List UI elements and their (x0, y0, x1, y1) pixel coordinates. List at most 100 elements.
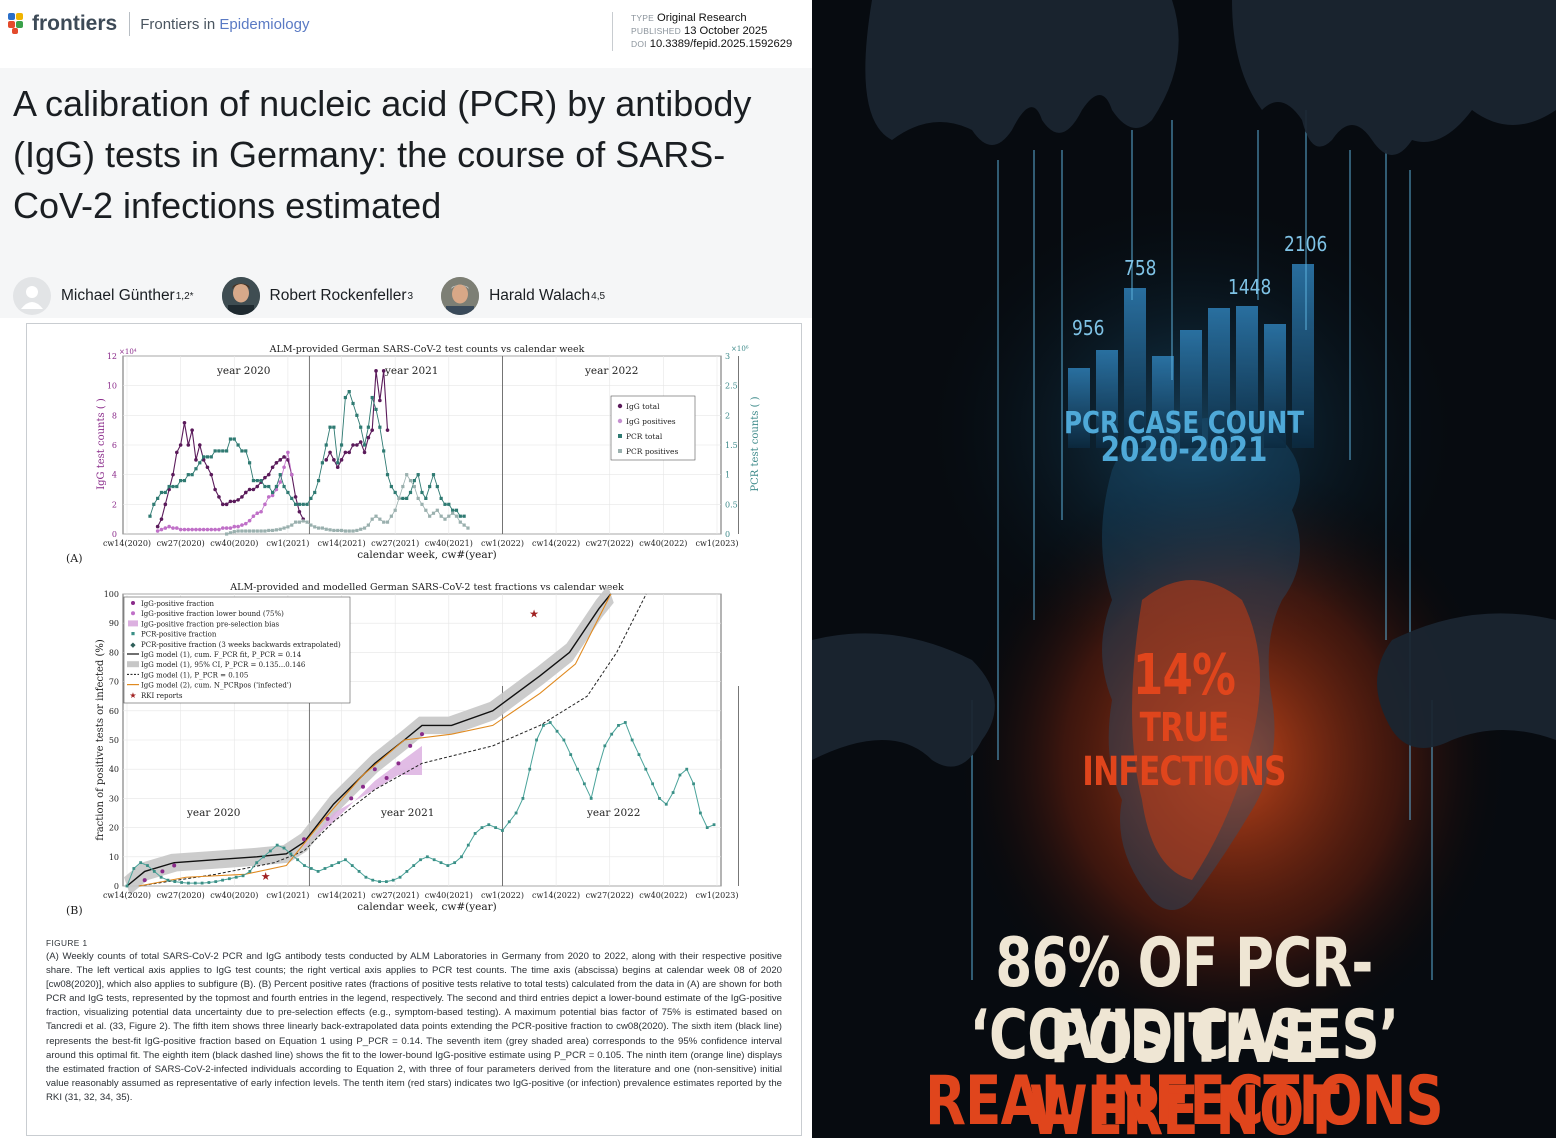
y-tick-label: 10 (107, 382, 117, 391)
panel-b-ylabel: fraction of positive tests or infected (… (95, 639, 106, 841)
article-page: frontiers Frontiers in Epidemiology TYPE… (8, 12, 813, 1136)
frontiers-logo-icon (8, 13, 28, 35)
panel-a-legend: IgG total IgG positives PCR total PCR po… (610, 395, 696, 461)
x-tick-label: cw40(2022) (639, 891, 687, 900)
x-tick-label: cw1(2022) (481, 539, 524, 548)
panel-a-series (148, 369, 470, 536)
panel-a-year-2021: year 2021 (384, 365, 438, 377)
svg-text:◆: ◆ (130, 641, 136, 649)
title-line-1: A calibration of nucleic acid (PCR) by a… (13, 83, 752, 124)
legend-b-item: IgG model (2), cum. N_PCRpos ('infected'… (141, 682, 292, 690)
x-tick-label: cw14(2020) (103, 539, 151, 548)
legend-b-item: IgG model (1), cum. F_PCR fit, P_PCR = 0… (141, 651, 302, 659)
bar-label-956: 956 (1072, 316, 1105, 340)
pcr-case-count-line2: 2020-2021 (1100, 430, 1268, 470)
article-title: A calibration of nucleic acid (PCR) by a… (13, 78, 813, 231)
caption-label: FIGURE 1 (46, 938, 88, 948)
panel-a-ylabel-left: IgG test counts ( ) (96, 398, 107, 490)
panel-b-year-2022: year 2022 (586, 807, 640, 819)
svg-text:★: ★ (261, 870, 271, 883)
legend-b-item: IgG model (1), 95% CI, P_PCR = 0.135...0… (141, 661, 306, 669)
journal-name[interactable]: Frontiers in Epidemiology (140, 16, 309, 33)
panel-a-right-ticks: 0 0.5 1 1.5 2 2.5 3 (725, 352, 738, 539)
panel-a-grid (123, 355, 739, 535)
panel-a-xlabel: calendar week, cw#(year) (357, 549, 497, 561)
headline-covid-cases: ‘COVID CASES’ (969, 996, 1399, 1075)
legend-b-item: PCR-positive fraction (141, 631, 217, 639)
author-list: Michael Günther 1,2* Robert Rockenfeller 3… (13, 277, 633, 315)
y-tick-label: 30 (109, 794, 119, 803)
author-3[interactable]: Harald Walach 4,5 (441, 277, 605, 315)
x-tick-label: cw1(2023) (695, 891, 738, 900)
author-3-aff: 4,5 (591, 290, 606, 302)
panel-a-ylabel-right: PCR test counts ( ) (750, 396, 761, 491)
frontiers-logo[interactable]: frontiers Frontiers in Epidemiology (8, 12, 309, 36)
author-2-name: Robert Rockenfeller (269, 287, 407, 304)
y-tick-label: 3 (725, 352, 730, 361)
figure-caption: FIGURE 1 (A) Weekly counts of total SARS… (46, 936, 782, 1105)
journal-prefix: Frontiers in (140, 15, 220, 33)
poster-panel: 956 758 1448 2106 PCR CASE COUNT 2020-20… (812, 0, 1556, 1138)
legend-a-pcr-total: PCR total (626, 432, 663, 441)
hand-icon (812, 0, 1556, 767)
bar-label-1448: 1448 (1228, 275, 1272, 299)
x-tick-label: cw1(2022) (481, 891, 524, 900)
article-meta: TYPE Original Research PUBLISHED 13 Octobe… (612, 12, 792, 51)
doi-value[interactable]: 10.3389/fepid.2025.1592629 (649, 38, 793, 50)
y-tick-label: 2 (725, 411, 730, 420)
x-tick-label: cw1(2021) (266, 891, 309, 900)
y-tick-label: 0.5 (725, 500, 738, 509)
y-tick-label: 50 (109, 736, 119, 745)
bar-label-2106: 2106 (1284, 232, 1328, 256)
y-tick-label: 70 (109, 678, 119, 687)
y-tick-label: 20 (109, 824, 119, 833)
x-tick-label: cw27(2020) (157, 891, 205, 900)
svg-text:★: ★ (129, 691, 136, 700)
x-tick-label: cw1(2021) (266, 539, 309, 548)
caption-text: (A) Weekly counts of total SARS-CoV-2 PC… (46, 951, 782, 1103)
panel-b-series: ★★ (124, 585, 716, 895)
x-tick-label: cw40(2021) (425, 891, 473, 900)
author-1[interactable]: Michael Günther 1,2* (13, 277, 194, 315)
y-tick-label: 90 (109, 619, 119, 628)
bar-label-758: 758 (1124, 256, 1157, 280)
legend-b-item: IgG-positive fraction lower bound (75%) (141, 610, 284, 618)
pcr-case-count-line1: PCR CASE COUNT (1063, 406, 1305, 441)
legend-b-item: IgG model (1), P_PCR = 0.105 (141, 671, 248, 679)
x-tick-label: cw14(2022) (532, 539, 580, 548)
panel-a-x-ticks: cw14(2020) cw27(2020) cw40(2020) cw1(2021) c… (103, 539, 739, 548)
figure-1-plots: ALM-provided German SARS-CoV-2 test coun… (66, 344, 761, 917)
panel-b-year-2020: year 2020 (186, 807, 240, 819)
legend-a-pcr-pos: PCR positives (626, 447, 678, 456)
x-tick-label: cw27(2021) (371, 539, 419, 548)
poster-artwork (812, 0, 1556, 1138)
infections-label: INFECTIONS (1082, 749, 1286, 795)
headline-line-2: ‘COVID CASES’ WERE NOT (894, 998, 1474, 1138)
bar-chart (1068, 264, 1314, 448)
y-tick-label: 4 (112, 471, 117, 480)
x-tick-label: cw1(2023) (695, 539, 738, 548)
published-key: PUBLISHED (631, 26, 681, 36)
avatar-placeholder-icon (13, 277, 51, 315)
type-value: Original Research (657, 12, 747, 24)
x-tick-label: cw27(2022) (586, 539, 634, 548)
panel-b: ALM-provided and modelled German SARS-Co… (66, 582, 739, 917)
journal-title: Epidemiology (219, 15, 310, 33)
x-tick-label: cw40(2020) (210, 539, 258, 548)
panel-b-year-2021: year 2021 (380, 807, 434, 819)
doi-key: DOI (631, 39, 647, 49)
y-tick-label: 0 (114, 882, 119, 891)
legend-a-igg-total: IgG total (626, 402, 660, 411)
y-tick-label: 100 (104, 590, 119, 599)
avatar-photo (221, 277, 260, 315)
panel-a-left-ticks: 0 2 4 6 8 10 12 (107, 352, 117, 539)
author-3-name: Harald Walach (489, 287, 591, 304)
author-1-name: Michael Günther (61, 287, 175, 304)
y-tick-label: 6 (112, 441, 117, 450)
panel-b-x-ticks: cw14(2020) cw27(2020) cw40(2020) cw1(2021) c… (103, 891, 739, 900)
x-tick-label: cw40(2020) (210, 891, 258, 900)
panel-a-year-2020: year 2020 (216, 365, 270, 377)
headline-line-1: 86% OF PCR-POSITIVE (995, 924, 1373, 1079)
legend-b-item: IgG-positive fraction pre-selection bias (141, 620, 280, 628)
author-2[interactable]: Robert Rockenfeller 3 (221, 277, 413, 315)
